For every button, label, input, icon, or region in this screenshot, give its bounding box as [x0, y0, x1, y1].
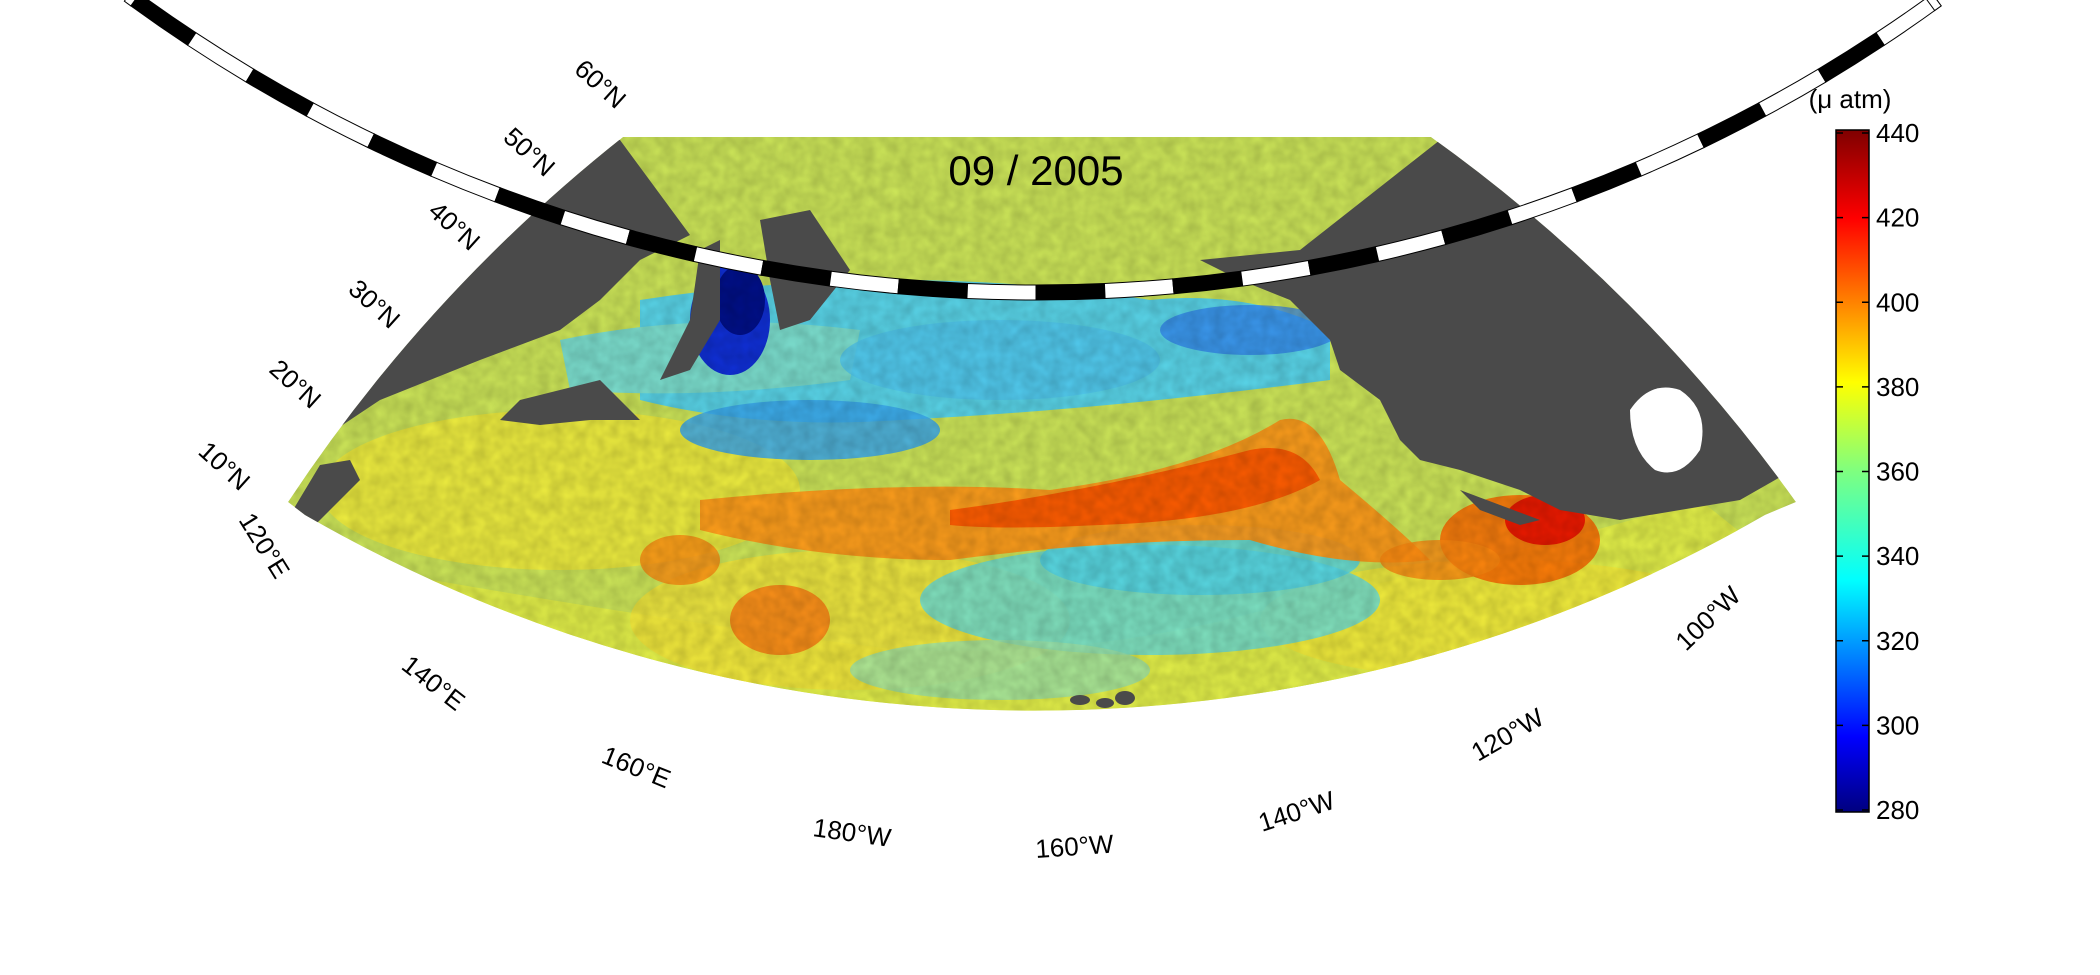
- frame-south-segment: [430, 161, 501, 203]
- frame-south-segment: [245, 68, 315, 117]
- colorbar-tick-label: 400: [1876, 287, 1919, 317]
- colorbar-tick-label: 440: [1876, 118, 1919, 148]
- frame-south-segment: [1697, 102, 1767, 149]
- frame-south-segment: [305, 102, 375, 149]
- frame-south-segment: [1757, 68, 1827, 117]
- colorbar-unit-label: (μ atm): [1809, 84, 1892, 114]
- frame-west-segment: [123, 0, 136, 7]
- pco2-field: [288, 137, 1796, 711]
- lon-label-100w: 100°W: [1669, 580, 1747, 656]
- frame-south-segment: [1817, 32, 1886, 83]
- colorbar-tick-label: 380: [1876, 372, 1919, 402]
- frame-south-segment: [559, 209, 631, 246]
- frame-south-segment: [1307, 246, 1380, 276]
- frame-south-segment: [1103, 278, 1175, 299]
- frame-south-segment: [186, 32, 255, 83]
- frame-south-segment: [1875, 0, 1942, 46]
- frame-south-segment: [1035, 282, 1106, 301]
- frame-south-segment: [897, 278, 969, 299]
- lon-label-180w: 180°W: [811, 812, 893, 853]
- colorbar-tick-label: 300: [1876, 710, 1919, 740]
- colorbar: (μ atm) 440 420 400 380 360 340 320 300 280: [1809, 84, 1920, 825]
- frame-south-segment: [1441, 209, 1513, 246]
- frame-south-segment: [1374, 229, 1447, 262]
- frame-south-segment: [625, 229, 698, 262]
- lon-label-140e: 140°E: [396, 649, 471, 716]
- colorbar-ticks: 440 420 400 380 360 340 320 300 280: [1836, 118, 1919, 825]
- lon-label-140w: 140°W: [1255, 785, 1339, 838]
- lat-label-60n: 60°N: [569, 53, 632, 114]
- frame-south-segment: [1634, 133, 1705, 177]
- frame-south-segment: [1506, 187, 1578, 226]
- colorbar-tick-label: 280: [1876, 795, 1919, 825]
- lat-label-30n: 30°N: [343, 273, 406, 334]
- lon-label-120e: 120°E: [233, 507, 296, 583]
- lat-label-50n: 50°N: [498, 121, 561, 182]
- frame-south-segment: [130, 0, 197, 46]
- frame-south-segment: [1172, 270, 1244, 295]
- lon-label-160w: 160°W: [1034, 829, 1115, 864]
- frame-south-segment: [966, 282, 1037, 301]
- lon-label-120w: 120°W: [1466, 702, 1549, 767]
- lat-label-10n: 10°N: [193, 435, 256, 496]
- colorbar-tick-label: 360: [1876, 457, 1919, 487]
- frame-south-segment: [367, 133, 438, 177]
- frame-south-segment: [692, 246, 765, 276]
- colorbar-tick-label: 320: [1876, 626, 1919, 656]
- colorbar-tick-label: 420: [1876, 203, 1919, 233]
- lon-label-160e: 160°E: [598, 740, 675, 794]
- colorbar-tick-label: 340: [1876, 541, 1919, 571]
- frame-south-segment: [494, 187, 566, 226]
- frame-south-segment: [760, 259, 832, 287]
- frame-south-segment: [1240, 259, 1312, 287]
- map-title: 09 / 2005: [948, 147, 1123, 194]
- frame-east-segment: [1926, 0, 1942, 12]
- frame-south-segment: [1571, 161, 1642, 203]
- frame-south-segment: [828, 270, 900, 295]
- map-frame: [123, 0, 1942, 301]
- lat-label-40n: 40°N: [423, 195, 486, 256]
- lat-label-20n: 20°N: [264, 353, 327, 414]
